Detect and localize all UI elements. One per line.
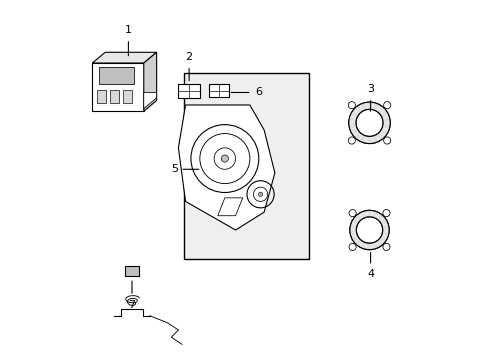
Wedge shape — [354, 213, 362, 221]
Circle shape — [347, 137, 355, 144]
Wedge shape — [381, 230, 388, 237]
Wedge shape — [371, 103, 379, 111]
Wedge shape — [353, 105, 362, 114]
Wedge shape — [350, 234, 358, 242]
Circle shape — [258, 192, 262, 197]
Wedge shape — [380, 110, 388, 118]
Wedge shape — [376, 213, 384, 221]
Wedge shape — [379, 235, 387, 243]
Text: 7: 7 — [128, 300, 135, 310]
Polygon shape — [92, 52, 156, 63]
Wedge shape — [350, 217, 359, 225]
Circle shape — [347, 102, 355, 109]
Wedge shape — [359, 242, 366, 249]
Wedge shape — [371, 242, 378, 249]
Circle shape — [382, 243, 389, 251]
Wedge shape — [349, 127, 358, 136]
Polygon shape — [97, 90, 106, 103]
Text: 6: 6 — [255, 87, 262, 98]
Wedge shape — [379, 128, 388, 136]
Wedge shape — [349, 109, 358, 118]
Circle shape — [383, 137, 390, 144]
Polygon shape — [178, 105, 274, 230]
Wedge shape — [379, 218, 387, 225]
Wedge shape — [354, 239, 362, 247]
Circle shape — [382, 210, 389, 217]
Wedge shape — [382, 116, 389, 123]
Wedge shape — [366, 243, 371, 249]
FancyBboxPatch shape — [183, 73, 308, 258]
Wedge shape — [366, 102, 372, 109]
Text: 3: 3 — [366, 84, 373, 94]
Text: 5: 5 — [171, 164, 178, 174]
Polygon shape — [123, 90, 132, 103]
Wedge shape — [371, 211, 379, 219]
Wedge shape — [349, 230, 356, 236]
Wedge shape — [381, 224, 388, 230]
Polygon shape — [143, 93, 156, 109]
Circle shape — [348, 210, 355, 217]
Polygon shape — [124, 266, 139, 276]
Polygon shape — [209, 84, 229, 97]
Wedge shape — [365, 136, 372, 144]
Wedge shape — [375, 239, 384, 247]
Wedge shape — [349, 223, 356, 230]
Polygon shape — [178, 84, 200, 98]
Text: 4: 4 — [366, 269, 373, 279]
Wedge shape — [353, 131, 362, 140]
Wedge shape — [382, 123, 389, 130]
Polygon shape — [217, 198, 242, 216]
Wedge shape — [366, 210, 372, 217]
Polygon shape — [92, 63, 143, 111]
Polygon shape — [110, 90, 119, 103]
Polygon shape — [99, 67, 134, 85]
Wedge shape — [348, 116, 356, 122]
Circle shape — [221, 155, 228, 162]
Wedge shape — [359, 103, 366, 111]
Wedge shape — [371, 135, 379, 143]
Wedge shape — [376, 132, 384, 141]
Text: 2: 2 — [185, 52, 192, 62]
Wedge shape — [348, 123, 356, 129]
Circle shape — [383, 102, 390, 109]
Wedge shape — [358, 135, 366, 143]
Circle shape — [348, 243, 355, 251]
Text: 1: 1 — [124, 25, 132, 35]
Polygon shape — [143, 52, 156, 111]
Wedge shape — [376, 105, 385, 114]
Wedge shape — [360, 211, 366, 219]
